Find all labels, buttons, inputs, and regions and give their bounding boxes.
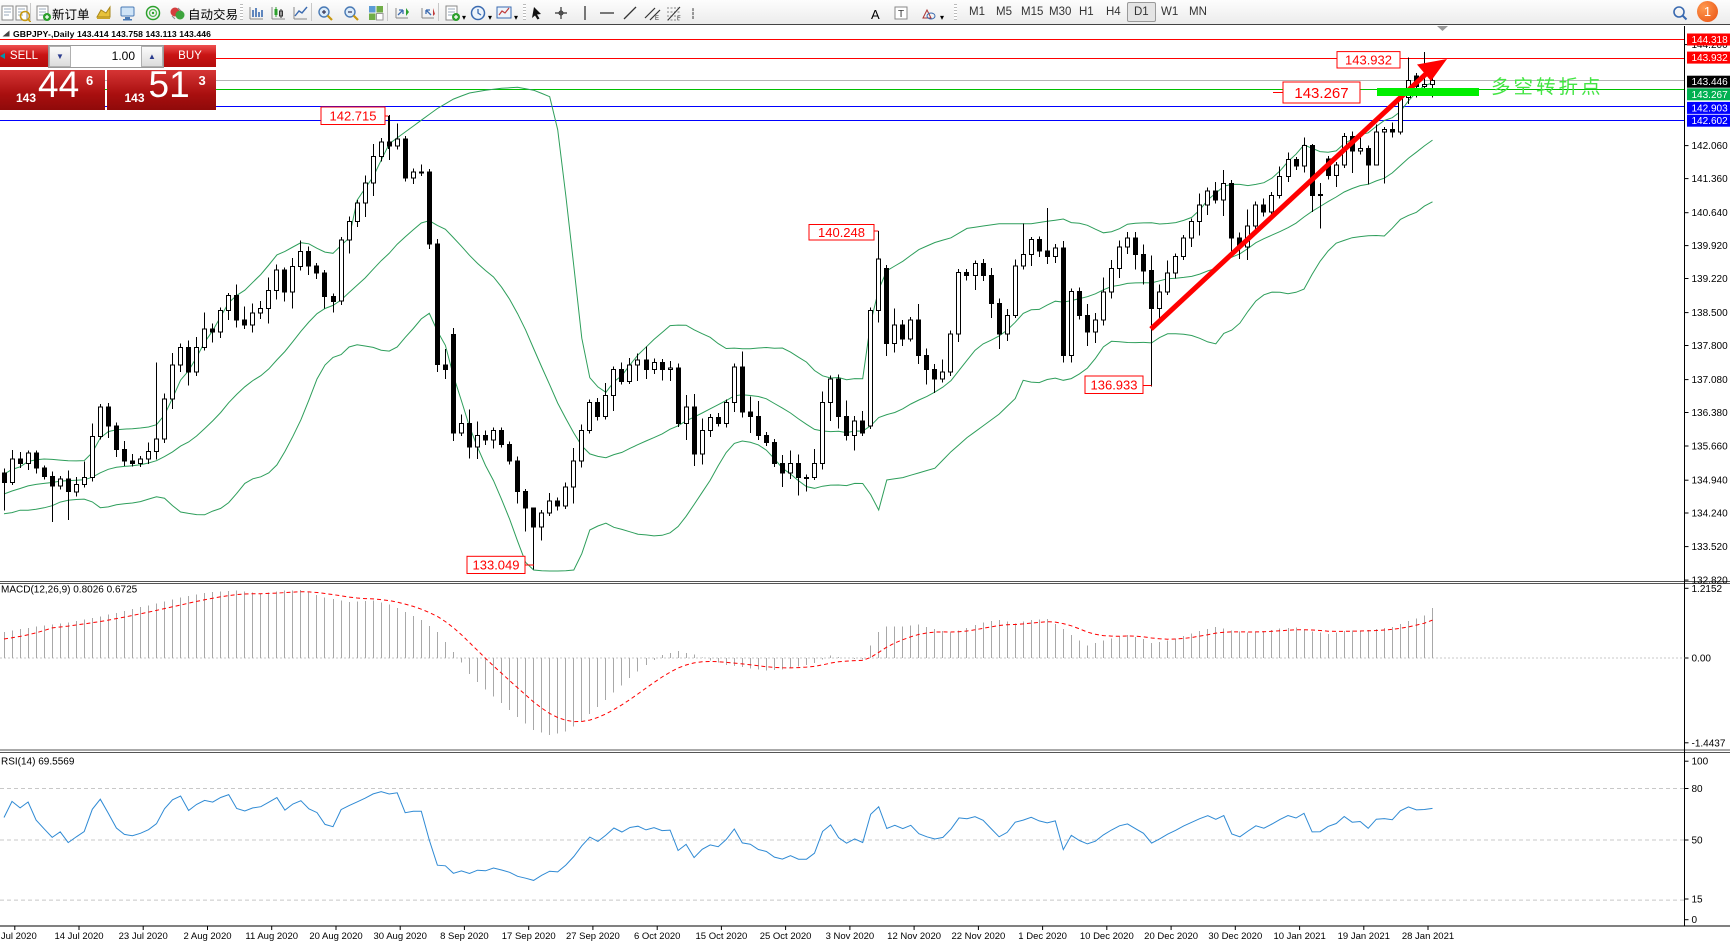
svg-text:135.660: 135.660 — [1692, 442, 1729, 453]
svg-text:142.715: 142.715 — [330, 108, 377, 123]
svg-text:RSI(14) 69.5569: RSI(14) 69.5569 — [1, 757, 75, 768]
svg-text:138.500: 138.500 — [1692, 308, 1729, 319]
svg-text:15: 15 — [1692, 895, 1704, 906]
svg-text:-1.4437: -1.4437 — [1692, 738, 1726, 749]
svg-text:E: E — [655, 16, 659, 22]
svg-text:GBPJPY-,Daily 143.414 143.758: GBPJPY-,Daily 143.414 143.758 143.113 14… — [13, 29, 211, 39]
svg-text:8 Sep 2020: 8 Sep 2020 — [440, 931, 489, 942]
svg-text:0.00: 0.00 — [1692, 654, 1712, 665]
svg-text:14 Jul 2020: 14 Jul 2020 — [54, 931, 103, 942]
svg-text:137.800: 137.800 — [1692, 341, 1729, 352]
svg-text:133.049: 133.049 — [473, 558, 520, 573]
svg-text:143.267: 143.267 — [1294, 85, 1348, 102]
svg-text:132.820: 132.820 — [1692, 576, 1729, 587]
svg-text:12 Nov 2020: 12 Nov 2020 — [887, 931, 941, 942]
svg-text:144.318: 144.318 — [1692, 35, 1729, 46]
svg-text:100: 100 — [1692, 757, 1709, 768]
svg-text:137.080: 137.080 — [1692, 375, 1729, 386]
svg-text:142.602: 142.602 — [1692, 116, 1729, 127]
svg-text:134.240: 134.240 — [1692, 509, 1729, 520]
svg-text:136.933: 136.933 — [1091, 377, 1138, 392]
svg-text:2 Aug 2020: 2 Aug 2020 — [183, 931, 231, 942]
svg-text:133.520: 133.520 — [1692, 542, 1729, 553]
svg-text:144.200: 144.200 — [1692, 40, 1729, 51]
svg-text:10 Dec 2020: 10 Dec 2020 — [1080, 931, 1134, 942]
svg-text:143.446: 143.446 — [1692, 77, 1729, 88]
svg-text:140.640: 140.640 — [1692, 208, 1729, 219]
svg-text:1 Jul 2020: 1 Jul 2020 — [0, 931, 37, 942]
svg-text:MACD(12,26,9) 0.8026 0.6725: MACD(12,26,9) 0.8026 0.6725 — [1, 585, 138, 596]
svg-text:25 Oct 2020: 25 Oct 2020 — [760, 931, 812, 942]
svg-text:19 Jan 2021: 19 Jan 2021 — [1338, 931, 1390, 942]
svg-text:139.920: 139.920 — [1692, 241, 1729, 252]
svg-text:20 Aug 2020: 20 Aug 2020 — [309, 931, 362, 942]
svg-text:141.360: 141.360 — [1692, 174, 1729, 185]
svg-text:15 Oct 2020: 15 Oct 2020 — [696, 931, 748, 942]
svg-text:0: 0 — [1692, 915, 1698, 926]
svg-text:20 Dec 2020: 20 Dec 2020 — [1144, 931, 1198, 942]
svg-text:143.267: 143.267 — [1692, 90, 1729, 101]
svg-text:T: T — [898, 9, 904, 20]
svg-text:143.932: 143.932 — [1345, 52, 1392, 67]
svg-text:6 Oct 2020: 6 Oct 2020 — [634, 931, 680, 942]
svg-text:134.940: 134.940 — [1692, 476, 1729, 487]
svg-text:10 Jan 2021: 10 Jan 2021 — [1273, 931, 1325, 942]
svg-text:140.248: 140.248 — [818, 225, 865, 240]
svg-text:17 Sep 2020: 17 Sep 2020 — [502, 931, 556, 942]
svg-text:142.060: 142.060 — [1692, 141, 1729, 152]
svg-text:50: 50 — [1692, 836, 1704, 847]
svg-text:28 Jan 2021: 28 Jan 2021 — [1402, 931, 1454, 942]
svg-text:22 Nov 2020: 22 Nov 2020 — [951, 931, 1005, 942]
svg-text:1.2152: 1.2152 — [1692, 584, 1723, 595]
svg-text:142.903: 142.903 — [1692, 103, 1729, 114]
svg-text:23 Jul 2020: 23 Jul 2020 — [119, 931, 168, 942]
svg-text:3 Nov 2020: 3 Nov 2020 — [826, 931, 875, 942]
svg-text:136.380: 136.380 — [1692, 408, 1729, 419]
svg-text:30 Dec 2020: 30 Dec 2020 — [1208, 931, 1262, 942]
svg-text:11 Aug 2020: 11 Aug 2020 — [245, 931, 298, 942]
svg-text:F: F — [677, 16, 681, 22]
svg-text:143.932: 143.932 — [1692, 53, 1729, 64]
svg-text:139.220: 139.220 — [1692, 274, 1729, 285]
svg-text:1 Dec 2020: 1 Dec 2020 — [1018, 931, 1067, 942]
svg-text:30 Aug 2020: 30 Aug 2020 — [374, 931, 427, 942]
svg-text:80: 80 — [1692, 784, 1704, 795]
svg-text:27 Sep 2020: 27 Sep 2020 — [566, 931, 620, 942]
